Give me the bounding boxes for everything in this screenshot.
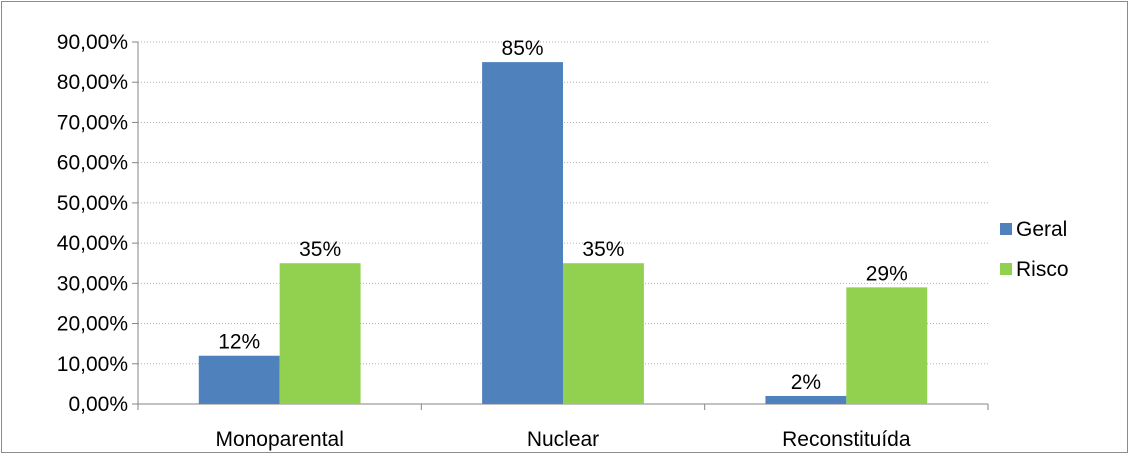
category-label: Reconstituída — [782, 428, 911, 451]
y-tick-label: 10,00% — [57, 353, 128, 376]
data-label: 2% — [791, 371, 821, 394]
y-tick-label: 30,00% — [57, 272, 128, 295]
data-label: 35% — [299, 238, 341, 261]
bar-risco — [279, 263, 361, 404]
y-tick-label: 0,00% — [68, 393, 128, 416]
y-tick-label: 60,00% — [57, 152, 128, 175]
bar-geral — [482, 62, 563, 404]
y-tick-label: 20,00% — [57, 313, 128, 336]
legend-swatch-risco — [1000, 263, 1012, 275]
category-label: Monoparental — [215, 428, 343, 451]
y-tick-label: 70,00% — [57, 111, 128, 134]
y-axis: 0,00% 10,00% 20,00% 30,00% 40,00% 50,00% 60,00… — [57, 31, 139, 416]
data-label: 29% — [866, 262, 908, 285]
legend-label-risco: Risco — [1016, 258, 1069, 281]
data-label: 35% — [582, 238, 624, 261]
y-tick-label: 40,00% — [57, 232, 128, 255]
y-tick-label: 50,00% — [57, 192, 128, 215]
bar-geral — [765, 395, 847, 404]
data-label: 85% — [502, 37, 544, 60]
bar-risco — [846, 287, 928, 404]
bars — [198, 62, 928, 404]
x-axis: Monoparental Nuclear Reconstituída — [137, 403, 989, 451]
data-label: 12% — [218, 331, 260, 354]
y-tick-label: 80,00% — [57, 71, 128, 94]
category-label: Nuclear — [527, 428, 599, 451]
bar-geral — [198, 355, 280, 404]
y-tick-label: 90,00% — [57, 31, 128, 54]
legend-swatch-geral — [1000, 223, 1012, 235]
legend: Geral Risco — [1000, 218, 1069, 281]
legend-label-geral: Geral — [1016, 218, 1067, 241]
bar-risco — [563, 263, 644, 404]
data-labels: 12% 35% 85% 35% 2% 29% — [218, 37, 908, 394]
